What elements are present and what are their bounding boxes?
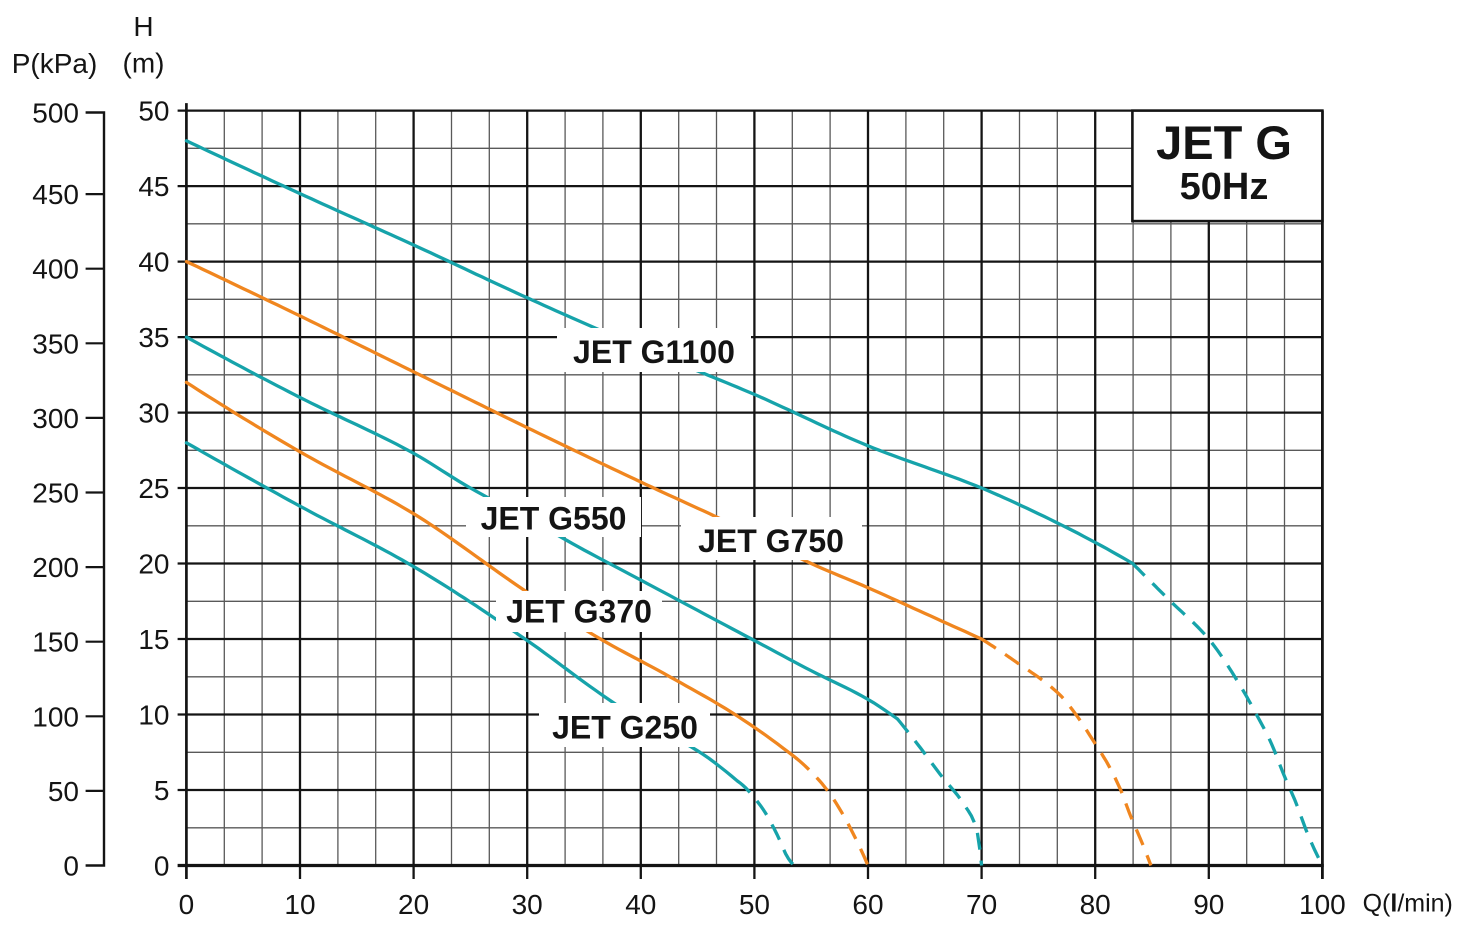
- svg-text:400: 400: [32, 254, 79, 285]
- svg-text:JET G250: JET G250: [552, 710, 698, 746]
- svg-text:JET G550: JET G550: [481, 501, 627, 537]
- svg-text:50: 50: [48, 776, 79, 807]
- svg-text:35: 35: [138, 322, 169, 353]
- svg-text:70: 70: [966, 889, 997, 920]
- svg-text:20: 20: [398, 889, 429, 920]
- svg-text:40: 40: [138, 247, 169, 278]
- svg-text:50: 50: [739, 889, 770, 920]
- svg-text:Q(l/min): Q(l/min): [1363, 890, 1453, 918]
- svg-text:JET G: JET G: [1156, 116, 1292, 169]
- svg-text:0: 0: [179, 889, 195, 920]
- svg-text:350: 350: [32, 328, 79, 359]
- svg-text:250: 250: [32, 478, 79, 509]
- svg-text:100: 100: [32, 701, 79, 732]
- svg-text:JET G370: JET G370: [506, 594, 652, 630]
- svg-text:80: 80: [1080, 889, 1111, 920]
- svg-text:450: 450: [32, 179, 79, 210]
- svg-text:90: 90: [1193, 889, 1224, 920]
- svg-text:40: 40: [625, 889, 656, 920]
- svg-text:500: 500: [32, 98, 79, 129]
- svg-text:150: 150: [32, 627, 79, 658]
- svg-text:300: 300: [32, 403, 79, 434]
- svg-text:100: 100: [1299, 889, 1346, 920]
- svg-text:45: 45: [138, 171, 169, 202]
- svg-text:0: 0: [63, 851, 79, 882]
- svg-text:JET G750: JET G750: [698, 523, 844, 559]
- svg-text:20: 20: [138, 549, 169, 580]
- svg-text:15: 15: [138, 624, 169, 655]
- svg-text:10: 10: [284, 889, 315, 920]
- svg-text:10: 10: [138, 700, 169, 731]
- svg-text:H: H: [133, 11, 153, 42]
- svg-text:50: 50: [138, 96, 169, 127]
- svg-text:30: 30: [512, 889, 543, 920]
- svg-text:200: 200: [32, 552, 79, 583]
- svg-text:(m): (m): [123, 48, 165, 79]
- svg-text:30: 30: [138, 398, 169, 429]
- svg-text:JET G1100: JET G1100: [573, 334, 735, 370]
- svg-text:50Hz: 50Hz: [1180, 166, 1269, 208]
- svg-text:25: 25: [138, 473, 169, 504]
- svg-text:P(kPa): P(kPa): [12, 48, 98, 79]
- svg-text:0: 0: [154, 851, 170, 882]
- svg-text:60: 60: [852, 889, 883, 920]
- svg-text:5: 5: [154, 775, 170, 806]
